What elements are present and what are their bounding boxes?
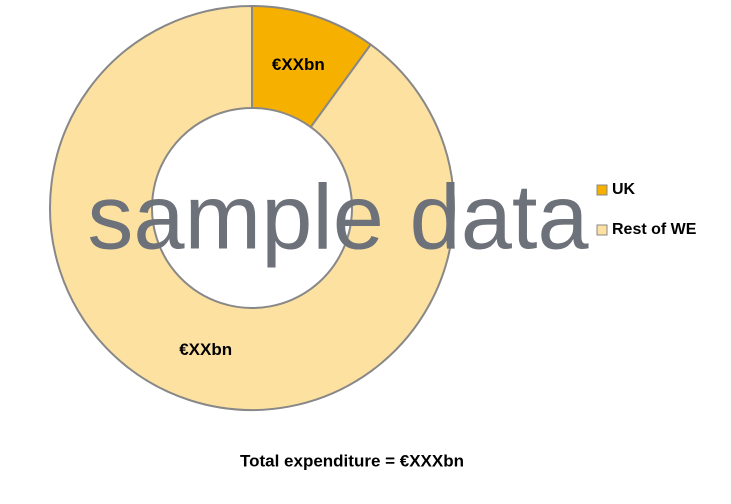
- data-label: €XXbn: [179, 340, 232, 359]
- legend-label: UK: [612, 181, 636, 198]
- legend-swatch: [596, 184, 608, 196]
- legend-swatch: [596, 224, 608, 236]
- chart-title: Total expenditure = €XXXbn: [240, 451, 464, 470]
- donut-slice: [49, 4, 455, 411]
- data-label: €XXbn: [272, 55, 325, 74]
- legend-label: Rest of WE: [612, 221, 697, 238]
- watermark: sample data: [87, 166, 589, 268]
